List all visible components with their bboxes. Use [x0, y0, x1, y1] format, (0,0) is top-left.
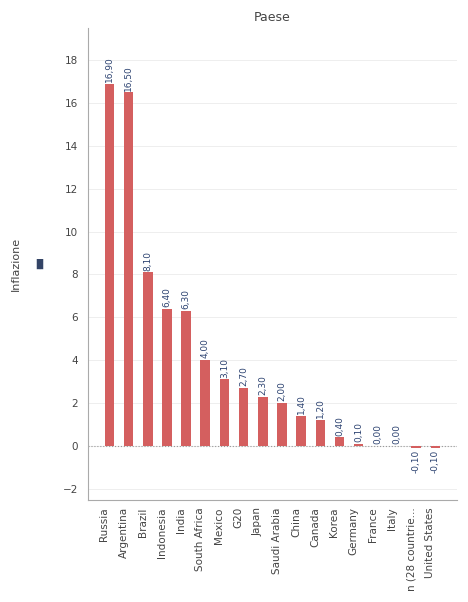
- Text: 3,10: 3,10: [220, 358, 229, 378]
- Text: ▐▌: ▐▌: [32, 259, 47, 269]
- Bar: [105, 84, 114, 446]
- Bar: [143, 272, 153, 446]
- Bar: [315, 420, 325, 446]
- Text: 0,00: 0,00: [393, 424, 402, 444]
- Text: 6,40: 6,40: [162, 287, 171, 307]
- Text: 6,30: 6,30: [182, 289, 190, 309]
- Title: Paese: Paese: [254, 11, 291, 24]
- Bar: [258, 397, 268, 446]
- Text: 8,10: 8,10: [143, 250, 152, 271]
- Bar: [296, 416, 306, 446]
- Bar: [277, 403, 287, 446]
- Text: 1,40: 1,40: [297, 394, 306, 414]
- Y-axis label: Inflazione: Inflazione: [11, 237, 21, 291]
- Bar: [239, 388, 249, 446]
- Text: 2,30: 2,30: [258, 375, 267, 395]
- Text: -0,10: -0,10: [431, 450, 440, 473]
- Text: 0,10: 0,10: [354, 422, 363, 442]
- Bar: [354, 444, 364, 446]
- Bar: [162, 309, 172, 446]
- Text: -0,10: -0,10: [412, 450, 421, 473]
- Bar: [124, 92, 133, 446]
- Text: 16,90: 16,90: [105, 57, 114, 82]
- Text: 2,70: 2,70: [239, 367, 248, 386]
- Text: 2,00: 2,00: [278, 382, 286, 402]
- Text: 0,00: 0,00: [373, 424, 382, 444]
- Bar: [431, 446, 440, 448]
- Text: 16,50: 16,50: [124, 65, 133, 91]
- Bar: [181, 311, 191, 446]
- Bar: [335, 438, 344, 446]
- Text: 0,40: 0,40: [335, 416, 344, 436]
- Text: 4,00: 4,00: [201, 338, 210, 359]
- Bar: [219, 379, 229, 446]
- Text: 1,20: 1,20: [316, 399, 325, 418]
- Bar: [411, 446, 421, 448]
- Bar: [200, 360, 210, 446]
